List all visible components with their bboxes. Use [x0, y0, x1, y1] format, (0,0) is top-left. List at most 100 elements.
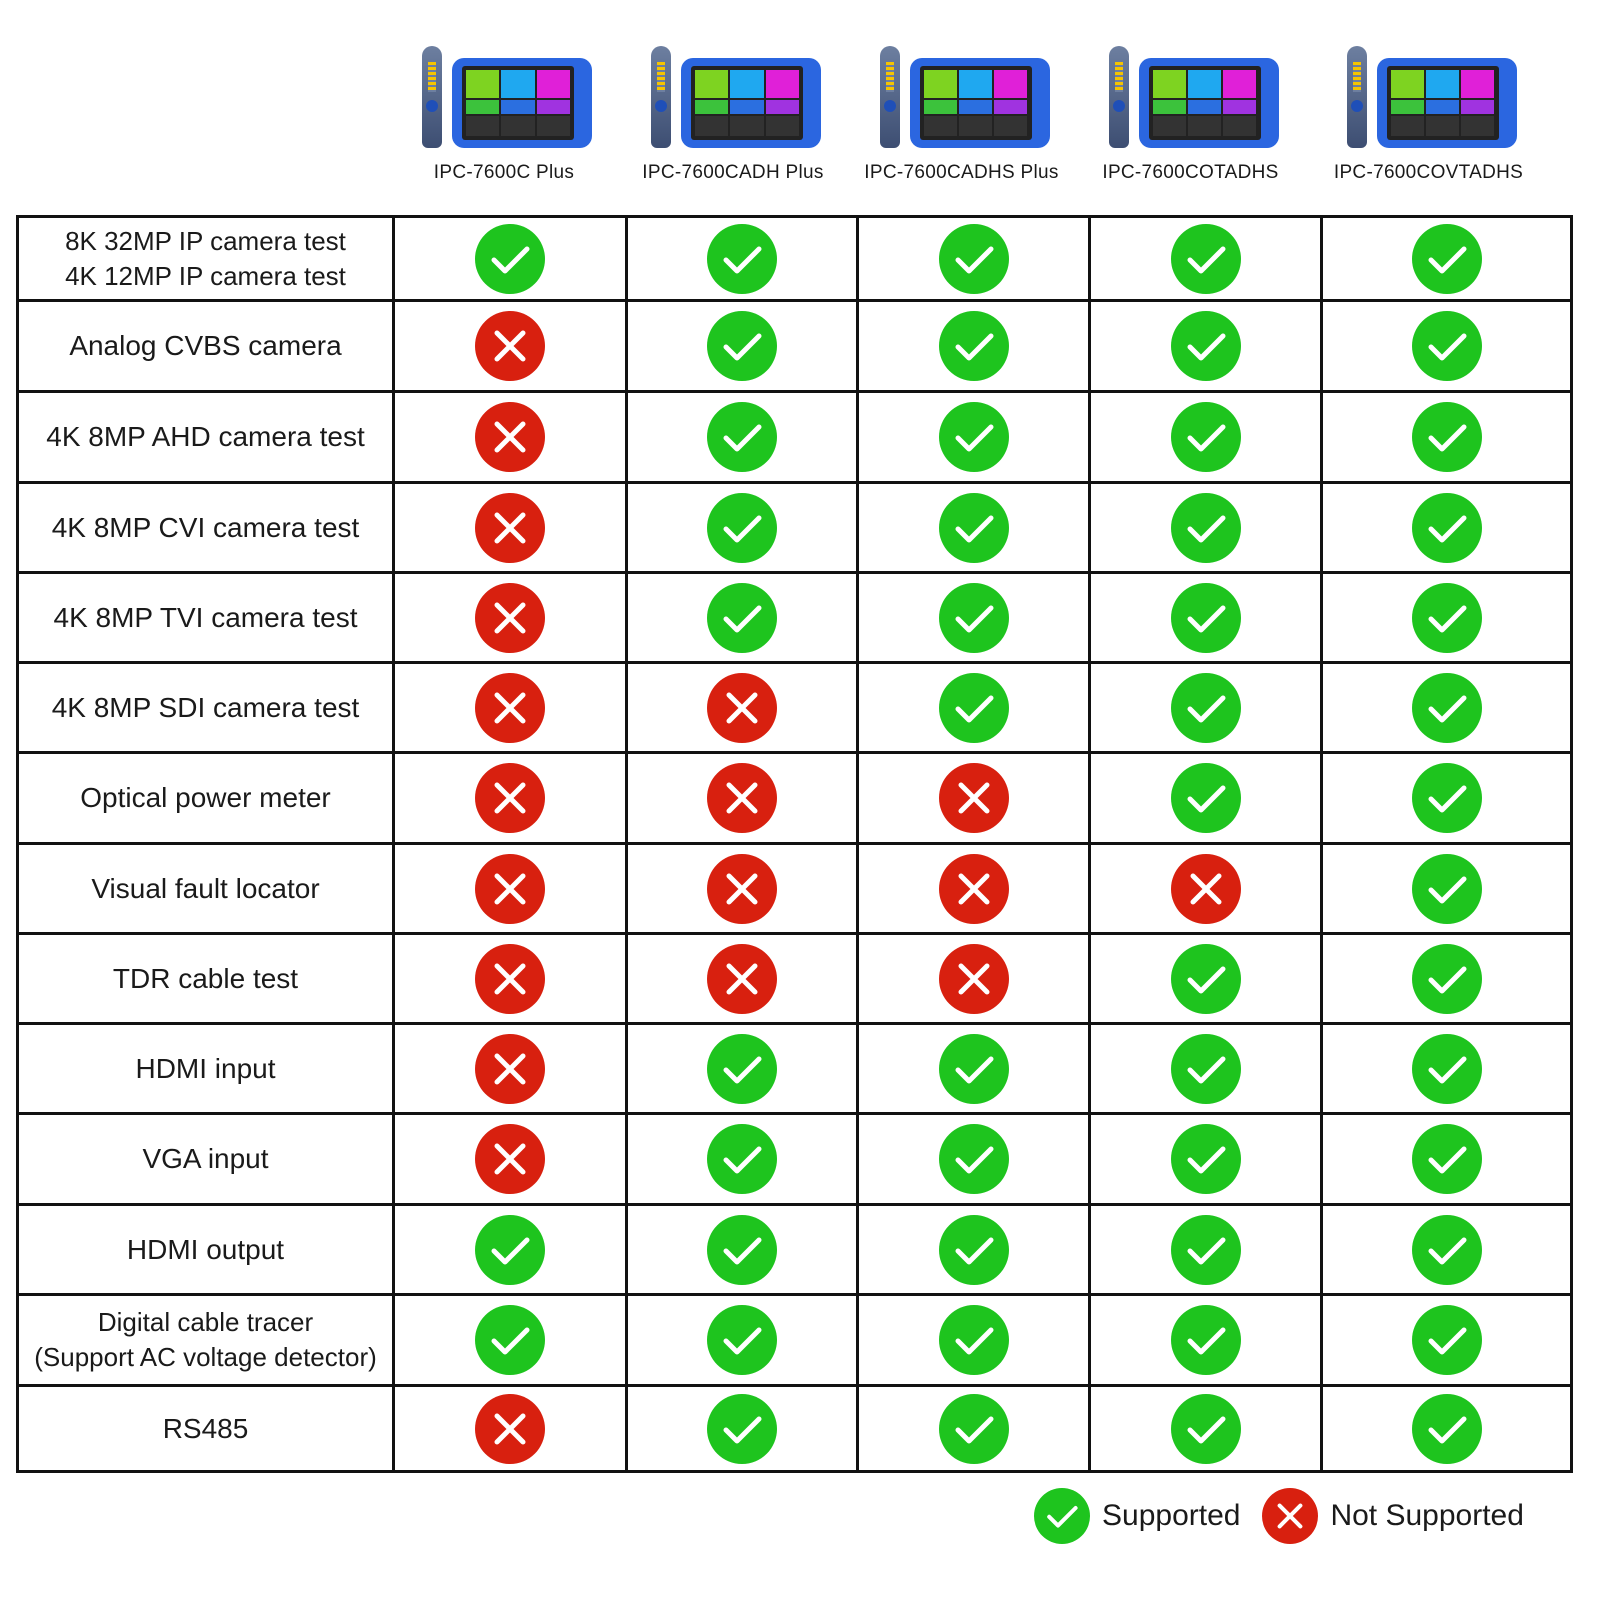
- x-circle-icon: [475, 943, 545, 1014]
- check-circle-icon: [938, 1393, 1009, 1464]
- table-row: Visual fault locator: [16, 842, 1573, 935]
- check-circle-icon: [1170, 943, 1241, 1014]
- x-circle-icon: [475, 582, 545, 653]
- check-circle-icon: [1411, 1124, 1482, 1194]
- x-circle-icon: [475, 1393, 545, 1464]
- feature-label-line: 4K 8MP TVI camera test: [53, 601, 358, 633]
- check-circle-icon: [707, 1305, 777, 1375]
- model-name: IPC-7600CADH Plus: [642, 162, 824, 183]
- check-circle-icon: [707, 223, 777, 294]
- feature-label: 4K 8MP CVI camera test: [16, 481, 395, 574]
- support-cell: [1320, 1384, 1573, 1473]
- check-circle-icon: [1411, 672, 1482, 743]
- legend-not-supported: Not Supported: [1330, 1499, 1524, 1532]
- tester-body: [1376, 58, 1517, 148]
- support-cell: [1088, 661, 1323, 754]
- cable-tracer-probe: [651, 46, 671, 148]
- feature-label-line: 8K 32MP IP camera test: [65, 225, 346, 256]
- check-circle-icon: [1411, 402, 1482, 472]
- support-cell: [392, 390, 628, 484]
- feature-label: 4K 8MP TVI camera test: [16, 571, 395, 664]
- feature-label: TDR cable test: [16, 932, 395, 1025]
- model-header: IPC-7600COTADHS: [1076, 40, 1305, 200]
- feature-label-line: Analog CVBS camera: [69, 330, 342, 361]
- x-circle-icon: [475, 763, 545, 833]
- cable-tracer-probe: [1346, 46, 1367, 148]
- feature-label-line: Visual fault locator: [91, 872, 320, 904]
- support-cell: [392, 842, 628, 935]
- support-cell: [392, 1384, 628, 1473]
- support-cell: [856, 751, 1091, 845]
- check-circle-icon: [1411, 763, 1482, 833]
- device-image: [414, 40, 594, 152]
- check-circle-icon: [1170, 223, 1241, 294]
- device-image: [872, 40, 1052, 152]
- feature-label-line: VGA input: [142, 1143, 269, 1174]
- tester-screen: [1386, 66, 1499, 140]
- feature-label-line: 4K 12MP IP camera test: [65, 260, 346, 291]
- table-row: 4K 8MP SDI camera test: [16, 661, 1573, 754]
- support-cell: [1320, 299, 1573, 393]
- model-header: IPC-7600COVTADHS: [1305, 40, 1552, 200]
- device-image: [1339, 40, 1519, 152]
- support-cell: [625, 481, 859, 574]
- feature-label: 4K 8MP SDI camera test: [16, 661, 395, 754]
- legend: Supported Not Supported: [1034, 1488, 1546, 1544]
- support-cell: [1320, 481, 1573, 574]
- support-cell: [1320, 1293, 1573, 1387]
- check-circle-icon: [1170, 1124, 1241, 1194]
- cable-tracer-probe: [1108, 46, 1129, 148]
- support-cell: [1088, 1112, 1323, 1206]
- check-circle-icon: [1411, 311, 1482, 381]
- support-cell: [1088, 751, 1323, 845]
- feature-label: Analog CVBS camera: [16, 299, 395, 393]
- support-cell: [1320, 571, 1573, 664]
- support-cell: [625, 1203, 859, 1296]
- check-circle-icon: [938, 1124, 1009, 1194]
- x-circle-icon: [1170, 853, 1241, 924]
- support-cell: [625, 215, 859, 302]
- x-circle-icon: [938, 763, 1009, 833]
- x-circle-icon: [1262, 1488, 1319, 1544]
- support-cell: [856, 481, 1091, 574]
- check-circle-icon: [1170, 1033, 1241, 1104]
- check-circle-icon: [1411, 1214, 1482, 1285]
- feature-label-line: (Support AC voltage detector): [34, 1342, 377, 1372]
- feature-label-line: HDMI output: [126, 1233, 285, 1265]
- table-row: 4K 8MP AHD camera test: [16, 390, 1573, 484]
- table-row: HDMI input: [16, 1022, 1573, 1115]
- table-row: Optical power meter: [16, 751, 1573, 845]
- feature-label-line: RS485: [162, 1412, 249, 1444]
- feature-label: HDMI output: [16, 1203, 395, 1296]
- support-cell: [625, 571, 859, 664]
- tester-body: [681, 58, 821, 148]
- support-cell: [1088, 1203, 1323, 1296]
- check-circle-icon: [938, 223, 1009, 294]
- support-cell: [1320, 842, 1573, 935]
- cable-tracer-probe: [879, 46, 900, 148]
- support-cell: [392, 1203, 628, 1296]
- check-circle-icon: [1170, 1214, 1241, 1285]
- check-circle-icon: [707, 402, 777, 472]
- device-image: [643, 40, 823, 152]
- check-circle-icon: [707, 582, 777, 653]
- table-row: VGA input: [16, 1112, 1573, 1206]
- x-circle-icon: [475, 1033, 545, 1104]
- feature-label-line: HDMI input: [135, 1052, 276, 1084]
- feature-label: Optical power meter: [16, 751, 395, 845]
- check-circle-icon: [1411, 1305, 1482, 1375]
- feature-label: 8K 32MP IP camera test 4K 12MP IP camera …: [16, 215, 395, 302]
- support-cell: [856, 661, 1091, 754]
- model-name: IPC-7600COVTADHS: [1333, 162, 1524, 183]
- x-circle-icon: [475, 853, 545, 924]
- support-cell: [856, 1293, 1091, 1387]
- support-cell: [1088, 1022, 1323, 1115]
- feature-label-line: TDR cable test: [112, 962, 299, 994]
- check-circle-icon: [1411, 943, 1482, 1014]
- check-circle-icon: [938, 582, 1009, 653]
- x-circle-icon: [707, 672, 777, 743]
- tester-screen: [691, 66, 803, 140]
- feature-label: Digital cable tracer (Support AC voltage …: [16, 1293, 395, 1387]
- tester-screen: [919, 66, 1032, 140]
- support-cell: [1088, 390, 1323, 484]
